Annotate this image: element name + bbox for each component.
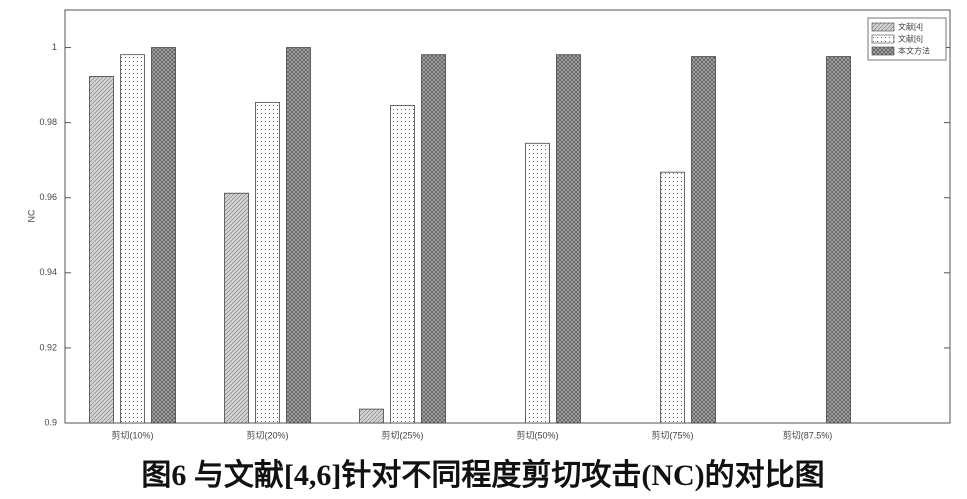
bar bbox=[151, 47, 176, 424]
legend-label: 文献[4] bbox=[898, 22, 923, 32]
y-tick-label: 1 bbox=[52, 42, 57, 52]
y-tick-label: 0.94 bbox=[39, 267, 57, 277]
bar bbox=[826, 56, 851, 424]
bar bbox=[556, 54, 581, 424]
y-tick-label: 0.96 bbox=[39, 192, 57, 202]
bar bbox=[660, 171, 685, 424]
bar bbox=[286, 47, 311, 424]
x-tick-label: 剪切(25%) bbox=[381, 429, 423, 440]
y-tick-label: 0.92 bbox=[39, 342, 57, 352]
x-tick-label: 剪切(50%) bbox=[516, 429, 558, 440]
bar bbox=[120, 54, 145, 424]
x-tick-label: 剪切(87.5%) bbox=[783, 429, 833, 440]
y-tick-label: 0.98 bbox=[39, 117, 57, 127]
bar bbox=[421, 54, 446, 424]
bar bbox=[89, 76, 114, 424]
plot-frame bbox=[64, 9, 951, 424]
bar bbox=[359, 408, 384, 424]
bar bbox=[255, 101, 280, 424]
legend-label: 文献[6] bbox=[898, 34, 923, 44]
legend-swatch bbox=[871, 46, 895, 56]
bar bbox=[691, 56, 716, 424]
bar bbox=[390, 104, 415, 424]
legend-swatch bbox=[871, 34, 895, 44]
y-tick-label: 0.9 bbox=[44, 417, 57, 427]
chart-title: 图6 与文献[4,6]针对不同程度剪切攻击(NC)的对比图 bbox=[141, 458, 824, 492]
legend-label: 本文方法 bbox=[898, 46, 930, 56]
x-tick-label: 剪切(10%) bbox=[111, 429, 153, 440]
y-axis-label: NC bbox=[26, 209, 36, 222]
legend-swatch bbox=[871, 22, 895, 32]
bar bbox=[525, 142, 550, 424]
x-tick-label: 剪切(75%) bbox=[651, 429, 693, 440]
x-tick-label: 剪切(20%) bbox=[246, 429, 288, 440]
bar bbox=[224, 192, 249, 424]
